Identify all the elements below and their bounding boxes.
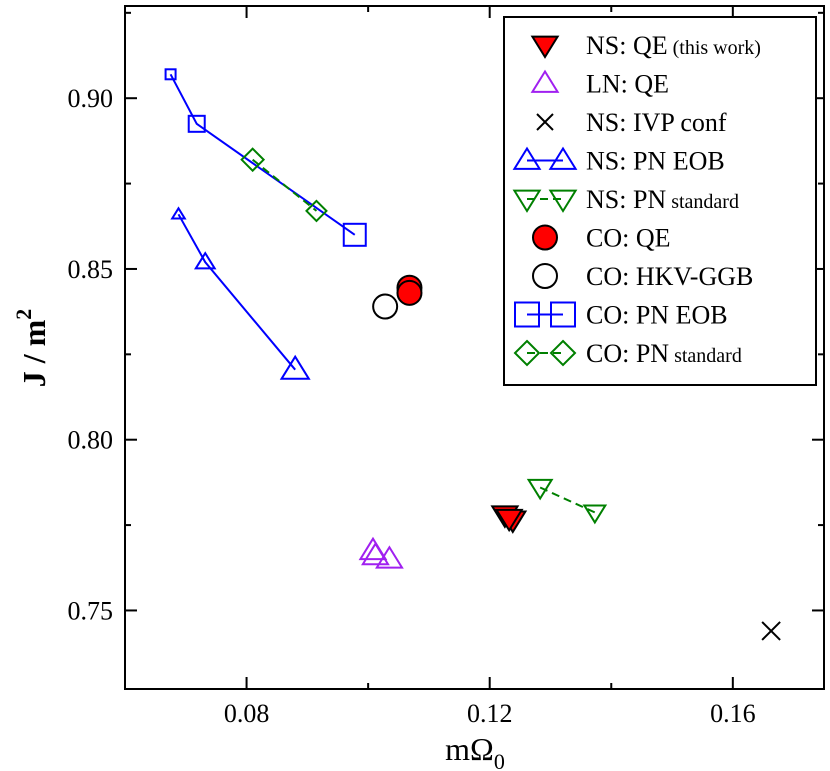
axes: 0.08 0.12 0.16 0.75 0.80 0.85 0.90 mΩ0 J / m2 [11,5,825,771]
legend-label: CO: PN standard [586,339,742,368]
legend-marker [530,35,560,59]
legend-label: NS: PN EOB [586,147,725,176]
x-axis-label: mΩ0 [445,731,505,771]
legend-marker [548,146,578,170]
legend-entry: NS: PN standard [512,185,739,214]
series-ns-qe [490,505,528,534]
legend-entry: NS: QE (this work) [530,31,761,60]
data-point [494,508,524,533]
data-point [761,621,781,641]
legend-marker [514,301,540,328]
series-ln-qe [358,536,404,569]
x-tick-label: 0.08 [224,699,270,728]
data-point [375,545,404,569]
series-line [169,73,356,236]
y-axis-label: J / m2 [11,309,52,388]
legend-entry: NS: IVP conf [536,108,727,137]
x-tick-label: 0.12 [467,699,513,728]
legend-marker [532,224,558,251]
legend-marker [550,301,576,328]
data-point [279,354,311,380]
data-point [582,504,608,525]
series-co-pn-eob [164,68,367,247]
data-point [187,114,206,133]
legend-entry: CO: HKV-GGB [532,262,753,291]
legend-entry: LN: QE [530,69,669,99]
data-point [526,478,554,501]
legend-label: CO: PN EOB [586,301,728,330]
series-ns-ivp-conf [761,621,781,641]
plot-area [164,68,781,641]
y-tick-label: 0.85 [68,255,114,284]
legend-label: CO: QE [586,224,671,253]
series-co-hkv-ggb [372,293,399,320]
legend-entry: CO: QE [532,224,671,253]
series-line [539,486,596,514]
data-point [170,206,187,220]
legend: NS: QE (this work) LN: QE NS: IVP conf NS: … [503,16,817,386]
plot-frame [124,5,825,690]
series-line [177,213,296,371]
series-co-qe [396,274,423,306]
legend-marker [548,189,578,213]
data-point [361,541,390,566]
data-point [305,199,328,223]
legend-label: NS: PN standard [586,185,739,214]
data-point [240,147,266,173]
y-tick-label: 0.80 [68,426,114,455]
data-point [396,279,423,306]
legend-entry: CO: PN standard [513,339,742,368]
legend-marker [513,339,541,367]
data-point [372,293,399,320]
series-ns-pn-eob [170,206,311,380]
series-co-pn [240,147,328,223]
data-point [342,222,367,247]
legend-marker [512,189,542,213]
legend-label: LN: QE [586,70,669,99]
x-tick-label: 0.16 [710,699,756,728]
legend-marker [532,263,558,289]
legend-label: CO: HKV-GGB [586,262,753,291]
y-tick-label: 0.75 [68,596,114,625]
legend-marker [530,69,560,93]
legend-label: NS: QE (this work) [586,31,761,60]
data-point [193,251,217,270]
legend-entry: NS: PN EOB [512,146,725,176]
legend-marker [512,146,542,170]
y-tick-label: 0.90 [68,84,114,113]
legend-marker [549,339,577,367]
data-point [164,68,177,81]
series-ns-pn [526,478,608,525]
legend-marker [536,113,554,131]
legend-label: NS: IVP conf [586,108,727,137]
series-line [252,158,318,212]
legend-entry: CO: PN EOB [514,301,728,330]
